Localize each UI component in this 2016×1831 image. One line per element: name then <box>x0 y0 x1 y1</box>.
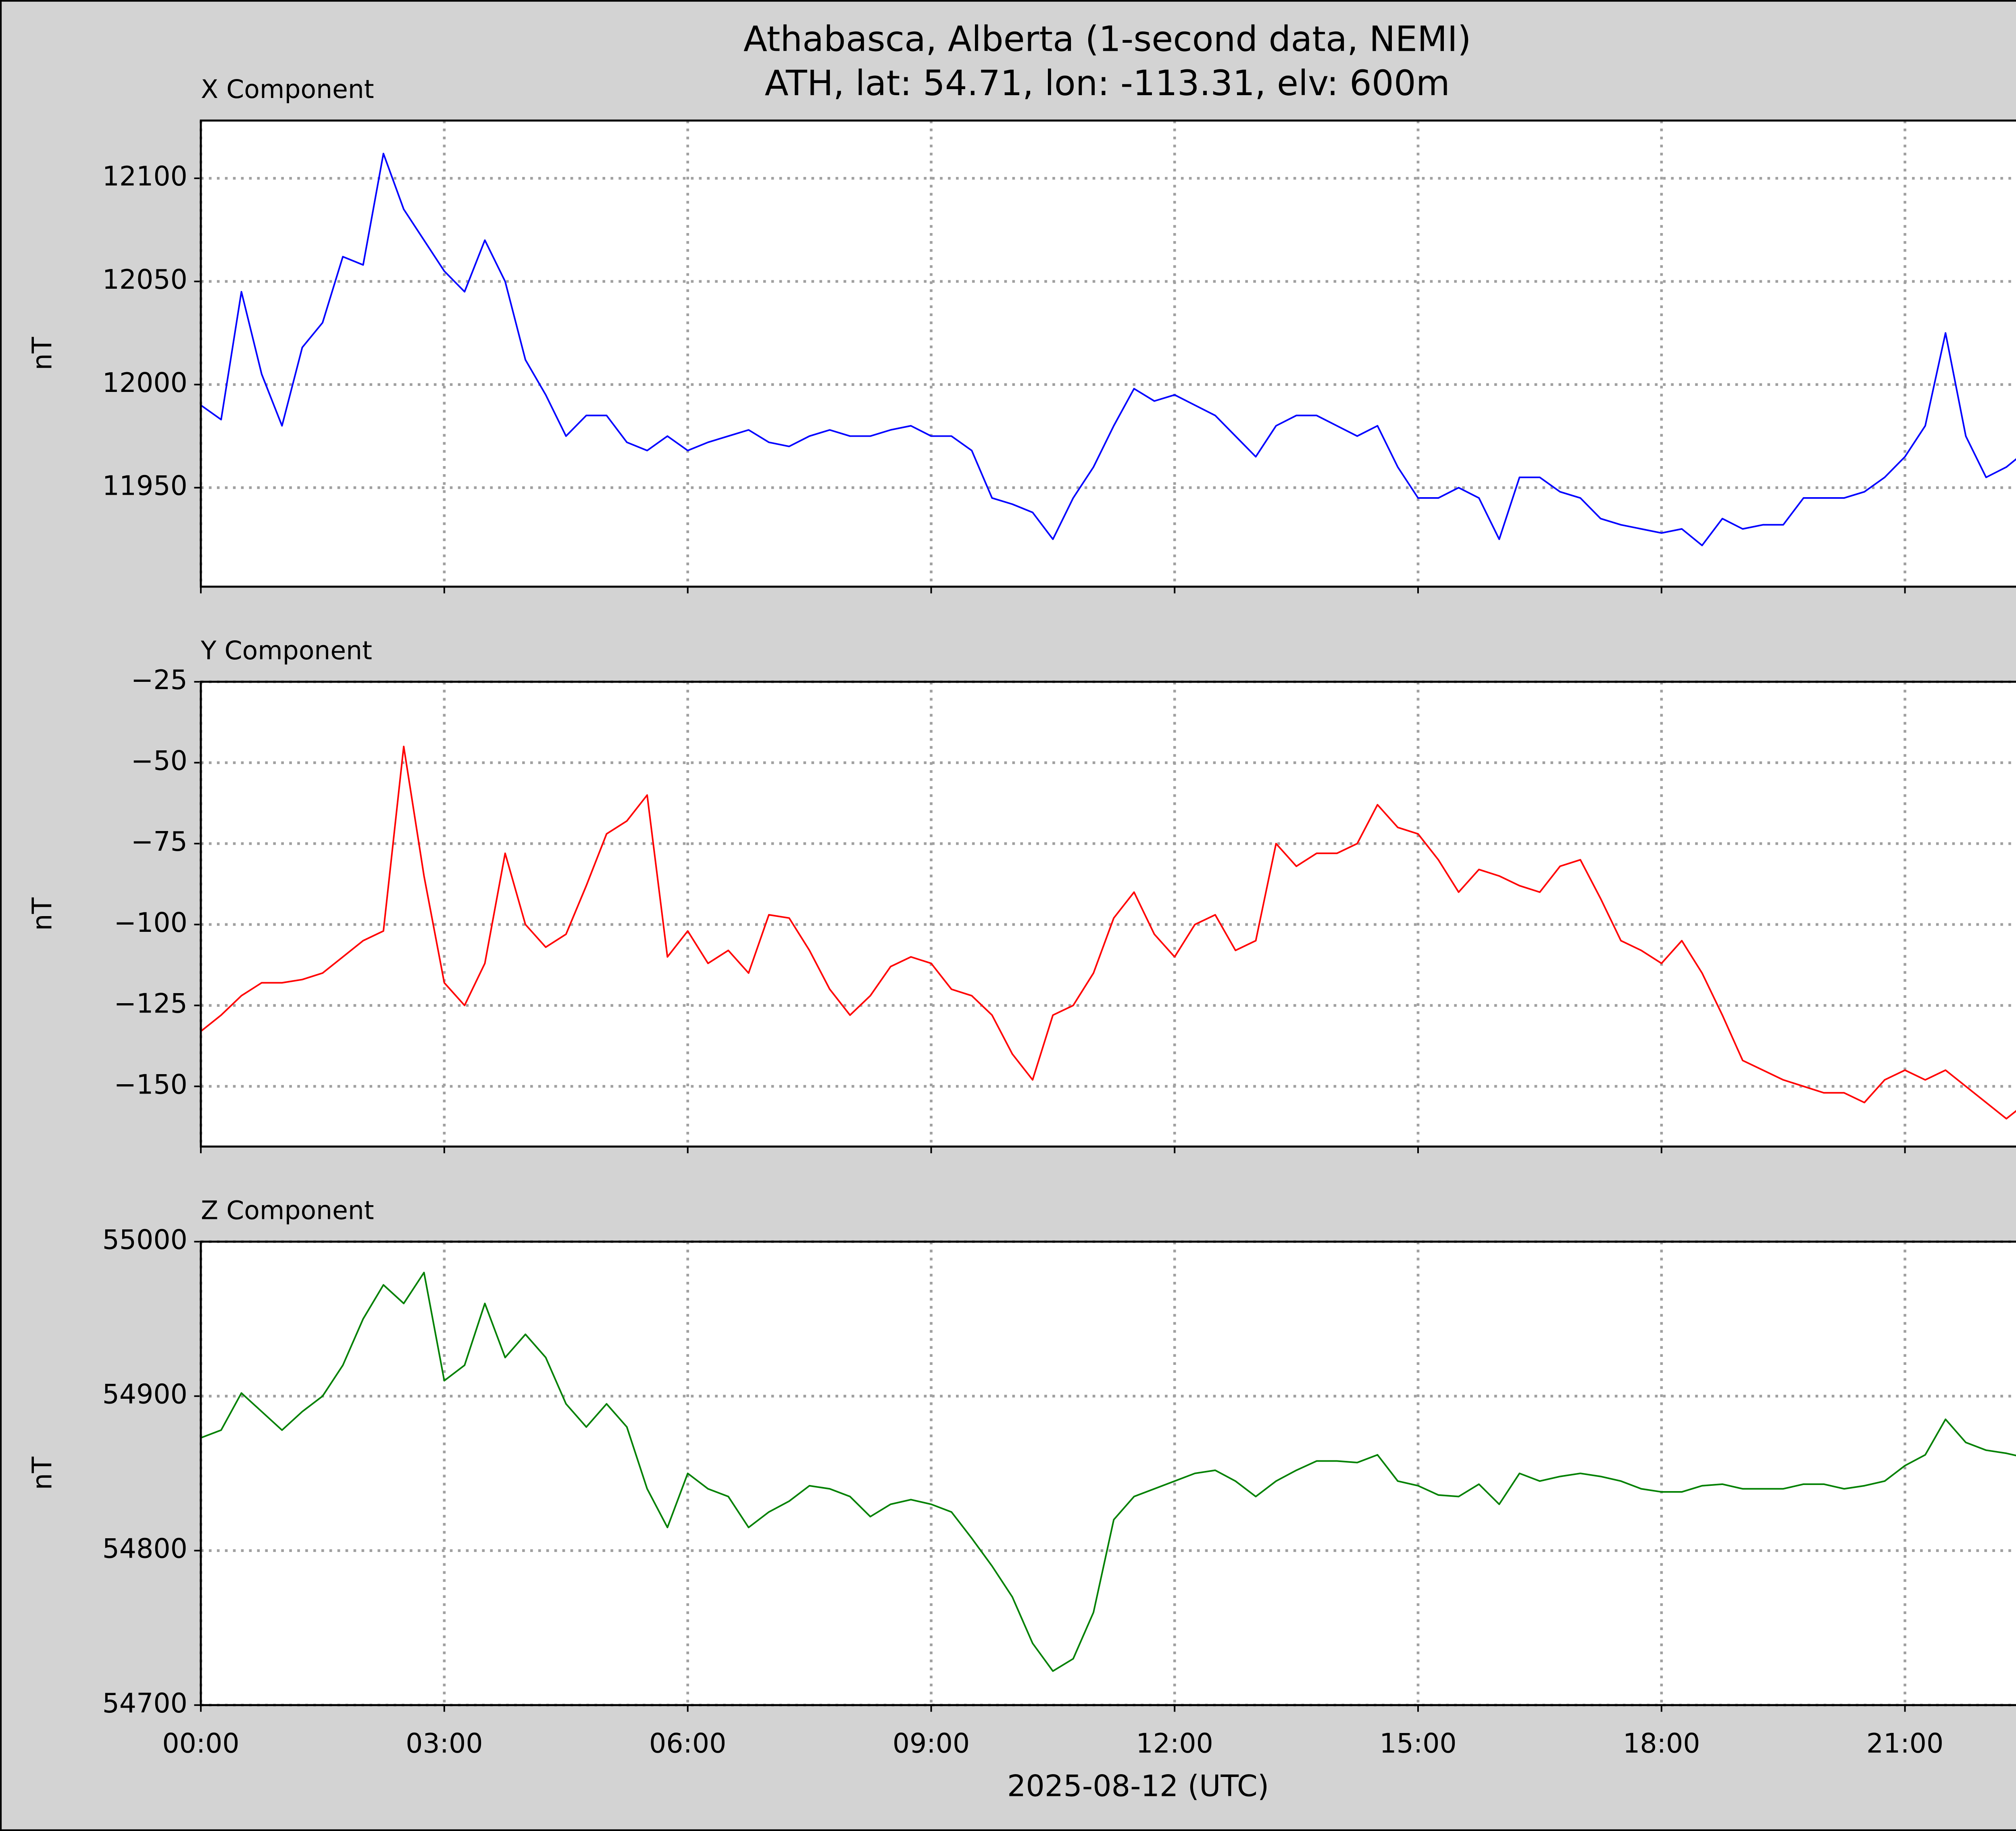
figure-title: Athabasca, Alberta (1-second data, NEMI) <box>744 19 1471 59</box>
x-tick-label: 15:00 <box>1379 1727 1456 1759</box>
y-tick-label: −75 <box>131 826 187 857</box>
y-tick-label: −100 <box>114 907 187 938</box>
y-tick-label: 12000 <box>102 367 187 398</box>
panel-title: Z Component <box>201 1195 374 1225</box>
y-tick-label: 54900 <box>102 1379 187 1410</box>
y-tick-label: −125 <box>114 988 187 1019</box>
y-axis-label: nT <box>27 337 58 370</box>
y-tick-label: 55000 <box>102 1224 187 1255</box>
y-axis-label: nT <box>27 1456 58 1490</box>
x-tick-label: 09:00 <box>893 1727 970 1759</box>
figure-subtitle: ATH, lat: 54.71, lon: -113.31, elv: 600m <box>765 63 1450 104</box>
y-tick-label: −25 <box>131 664 187 696</box>
y-tick-label: 12050 <box>102 264 187 295</box>
panel-title: Y Component <box>200 635 372 665</box>
plot-frame <box>200 1240 2016 1706</box>
data-line <box>200 152 2016 546</box>
y-tick-label: −150 <box>114 1069 187 1100</box>
x-tick-label: 12:00 <box>1136 1727 1213 1759</box>
y-tick-label: 54700 <box>102 1687 187 1719</box>
x-tick-label: 21:00 <box>1866 1727 1943 1759</box>
x-tick-label: 03:00 <box>406 1727 483 1759</box>
x-tick-label: 18:00 <box>1623 1727 1700 1759</box>
plot-area <box>201 1241 2016 1705</box>
plot-frame <box>200 681 2016 1148</box>
x-tick-label: 06:00 <box>649 1727 726 1759</box>
y-axis-label: nT <box>27 897 58 931</box>
plot-frame <box>200 119 2016 588</box>
x-tick-label: 00:00 <box>162 1727 239 1759</box>
y-tick-label: 11950 <box>102 470 187 502</box>
plot-area <box>201 120 2016 587</box>
y-tick-label: 12100 <box>102 160 187 192</box>
plot-area <box>201 681 2016 1147</box>
y-tick-label: 54800 <box>102 1533 187 1564</box>
panel-title: X Component <box>201 74 374 104</box>
y-tick-label: −50 <box>131 745 187 777</box>
x-axis-label: 2025-08-12 (UTC) <box>1007 1769 1269 1804</box>
data-line <box>200 746 2016 1120</box>
data-line <box>200 1272 2016 1672</box>
